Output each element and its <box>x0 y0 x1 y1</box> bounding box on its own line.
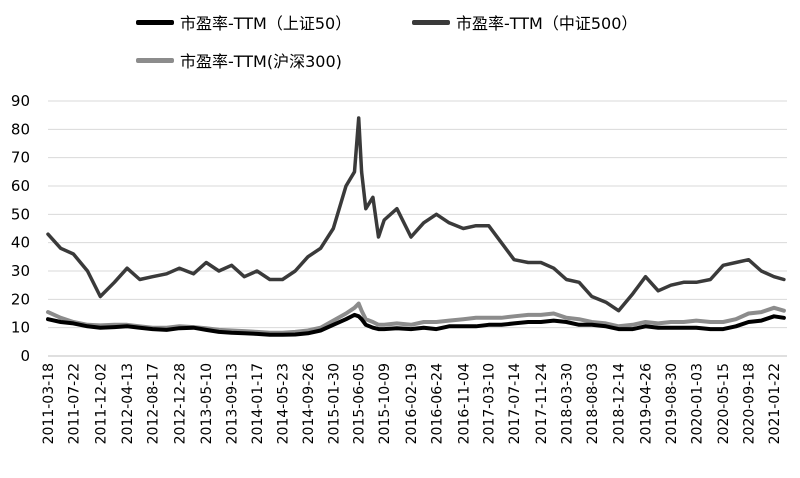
x-tick-label: 2013-05-10 <box>199 363 215 444</box>
x-tick-label: 2021-01-22 <box>767 363 783 444</box>
x-tick-label: 2015-01-30 <box>326 363 342 444</box>
x-tick-label: 2018-03-30 <box>559 363 575 444</box>
x-tick-label: 2019-08-30 <box>664 363 680 444</box>
legend-item-sz50: 市盈率-TTM（上证50） <box>136 10 351 34</box>
x-tick-label: 2013-09-13 <box>225 363 241 444</box>
x-tick-label: 2014-01-17 <box>250 363 266 444</box>
x-tick-label: 2011-03-18 <box>41 363 57 444</box>
x-axis: 2011-03-18 2011-07-22 2011-12-02 2012-04-13… <box>41 355 787 444</box>
series-lines <box>46 116 786 337</box>
x-tick-label: 2017-07-14 <box>507 363 523 444</box>
x-tick-label: 2017-11-24 <box>534 363 550 444</box>
x-tick-label: 2020-09-18 <box>742 363 758 444</box>
x-tick-label: 2020-01-03 <box>689 363 705 444</box>
legend-label-zz500: 市盈率-TTM（中证500） <box>456 14 638 33</box>
x-tick-label: 2016-11-04 <box>456 363 472 444</box>
x-tick-label: 2014-09-26 <box>301 363 317 444</box>
x-tick-label: 2014-05-23 <box>275 363 291 444</box>
x-tick-label: 2017-03-10 <box>482 363 498 444</box>
legend-item-zz500: 市盈率-TTM（中证500） <box>412 10 637 34</box>
y-tick-label: 20 <box>11 290 30 308</box>
y-tick-label: 10 <box>11 319 30 337</box>
x-tick-label: 2011-12-02 <box>93 363 109 444</box>
y-tick-label: 30 <box>11 262 30 280</box>
legend-swatch-hs300 <box>136 57 174 63</box>
legend-swatch-zz500 <box>412 19 450 25</box>
legend-swatch-sz50 <box>136 19 174 25</box>
legend-label-hs300: 市盈率-TTM(沪深300) <box>180 52 342 71</box>
x-tick-label: 2018-12-14 <box>612 363 628 444</box>
series-line-1 <box>46 116 786 313</box>
legend-label-sz50: 市盈率-TTM（上证50） <box>180 14 352 33</box>
series-line-0 <box>46 312 786 337</box>
legend-item-hs300: 市盈率-TTM(沪深300) <box>136 48 342 72</box>
y-tick-label: 50 <box>11 205 30 223</box>
x-tick-label: 2016-02-19 <box>404 363 420 444</box>
x-tick-label: 2015-10-09 <box>377 363 393 444</box>
x-tick-label: 2012-04-13 <box>120 363 136 444</box>
x-tick-label: 2011-07-22 <box>66 363 82 444</box>
y-tick-label: 90 <box>11 92 30 110</box>
y-tick-label: 0 <box>20 347 30 365</box>
x-tick-label: 2012-12-28 <box>172 363 188 444</box>
x-tick-label: 2015-06-05 <box>352 363 368 444</box>
y-tick-label: 70 <box>11 149 30 167</box>
y-axis: 0 10 20 30 40 50 60 70 80 90 <box>11 92 30 365</box>
y-tick-label: 80 <box>11 120 30 138</box>
x-tick-label: 2019-04-26 <box>638 363 654 444</box>
gridlines <box>48 100 787 329</box>
y-tick-label: 60 <box>11 177 30 195</box>
x-tick-label: 2020-05-15 <box>716 363 732 444</box>
x-tick-label: 2012-08-17 <box>146 363 162 444</box>
y-tick-label: 40 <box>11 234 30 252</box>
x-tick-label: 2016-06-24 <box>429 363 445 444</box>
x-tick-label: 2018-08-03 <box>585 363 601 444</box>
